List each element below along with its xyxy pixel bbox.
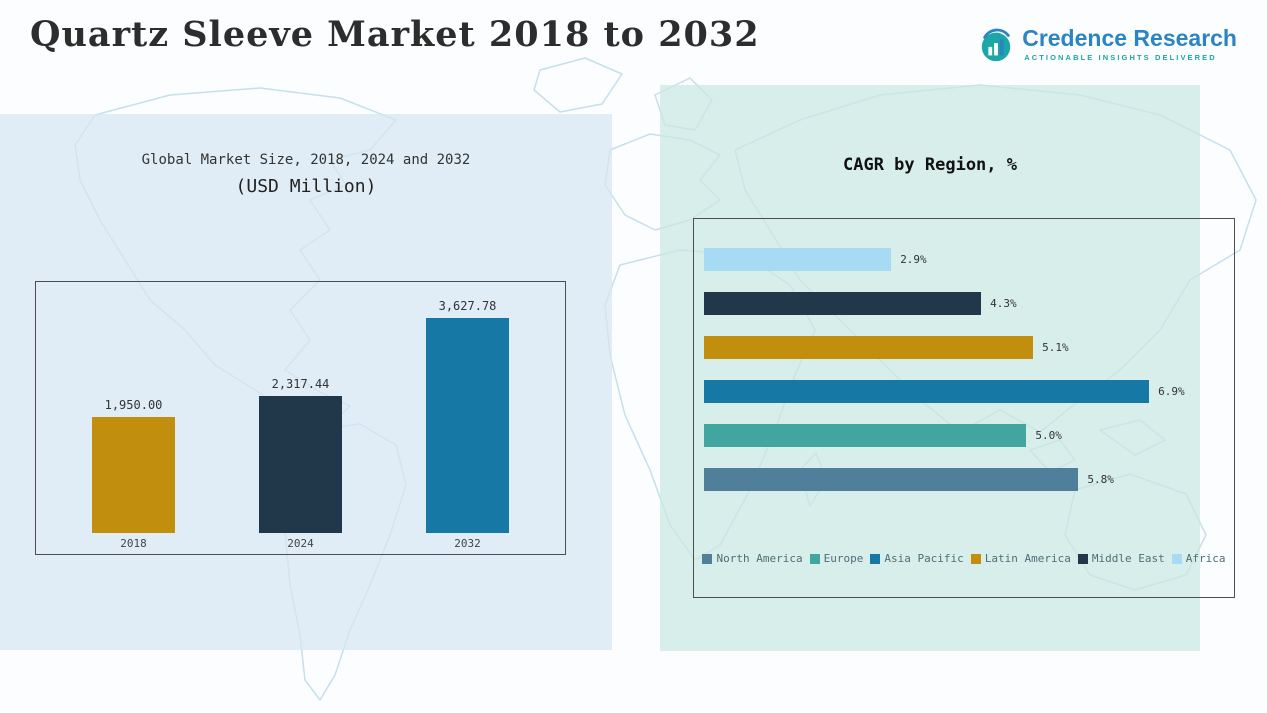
bar-value-label: 3,627.78 (438, 299, 497, 313)
market-size-bar-2024 (259, 396, 342, 533)
cagr-value-label: 5.0% (1035, 429, 1062, 442)
legend-swatch (1171, 553, 1182, 564)
cagr-value-label: 4.3% (990, 297, 1017, 310)
cagr-bar-africa (704, 248, 892, 271)
legend-label: Africa (1185, 552, 1226, 565)
logo-brand-text: Credence Research (1022, 25, 1237, 51)
cagr-chart-title: CAGR by Region, % (843, 155, 1017, 175)
cagr-bar-middle-east (704, 292, 982, 315)
market-size-bar-2018 (92, 417, 175, 533)
legend-item: Europe (809, 552, 864, 565)
market-size-bar-group: 3,627.78 2032 (426, 282, 509, 554)
cagr-bar-row: 6.9% (704, 380, 1224, 403)
cagr-bar-row: 5.0% (704, 424, 1224, 447)
cagr-bar-row: 5.8% (704, 468, 1224, 491)
legend-swatch (870, 553, 881, 564)
page-title: Quartz Sleeve Market 2018 to 2032 (30, 14, 760, 55)
market-size-plot: 1,950.00 2018 2,317.44 2024 3,627.78 2032 (36, 282, 565, 554)
cagr-bar-row: 2.9% (704, 248, 1224, 271)
bar-value-label: 1,950.00 (104, 398, 163, 412)
bar-value-label: 2,317.44 (271, 377, 330, 391)
legend-swatch (1077, 553, 1088, 564)
market-size-chart-title: Global Market Size, 2018, 2024 and 2032 (141, 152, 471, 168)
cagr-bar-asia-pacific (704, 380, 1150, 403)
legend-item: Africa (1171, 552, 1226, 565)
logo-tagline: Actionable Insights Delivered (1024, 53, 1217, 63)
bar-category-label: 2018 (120, 537, 147, 550)
legend-swatch (809, 553, 820, 564)
cagr-bar-row: 4.3% (704, 292, 1224, 315)
cagr-value-label: 5.1% (1042, 341, 1069, 354)
bar-category-label: 2024 (287, 537, 314, 550)
market-size-bar-group: 1,950.00 2018 (92, 282, 175, 554)
legend-swatch (970, 553, 981, 564)
cagr-value-label: 2.9% (900, 253, 927, 266)
credence-research-logo: Credence Research Actionable Insights De… (977, 26, 1237, 64)
legend-item: Middle East (1077, 552, 1165, 565)
cagr-bar-europe (704, 424, 1027, 447)
cagr-value-label: 6.9% (1158, 385, 1185, 398)
market-size-chart: 1,950.00 2018 2,317.44 2024 3,627.78 2032 (35, 281, 566, 555)
legend-label: Europe (823, 552, 864, 565)
market-size-bar-group: 2,317.44 2024 (259, 282, 342, 554)
cagr-chart: 2.9% 4.3% 5.1% 6.9% 5.0% 5.8% North America Eu… (693, 218, 1235, 598)
legend-label: Middle East (1091, 552, 1165, 565)
bar-category-label: 2032 (454, 537, 481, 550)
cagr-legend: North America Europe Asia Pacific Latin Ame… (694, 552, 1234, 565)
legend-swatch (702, 553, 713, 564)
bar-chart-logo-icon (981, 28, 1011, 62)
legend-item: North America (702, 552, 803, 565)
cagr-bar-north-america (704, 468, 1079, 491)
market-size-chart-subtitle: (USD Million) (235, 176, 377, 197)
legend-item: Asia Pacific (870, 552, 964, 565)
cagr-panel (660, 85, 1200, 651)
cagr-value-label: 5.8% (1087, 473, 1114, 486)
cagr-bar-latin-america (704, 336, 1034, 359)
market-size-bar-2032 (426, 318, 509, 533)
legend-label: Asia Pacific (884, 552, 964, 565)
cagr-plot: 2.9% 4.3% 5.1% 6.9% 5.0% 5.8% (704, 248, 1224, 491)
legend-label: North America (716, 552, 803, 565)
cagr-bar-row: 5.1% (704, 336, 1224, 359)
market-size-panel (0, 114, 612, 650)
legend-label: Latin America (984, 552, 1071, 565)
legend-item: Latin America (970, 552, 1071, 565)
